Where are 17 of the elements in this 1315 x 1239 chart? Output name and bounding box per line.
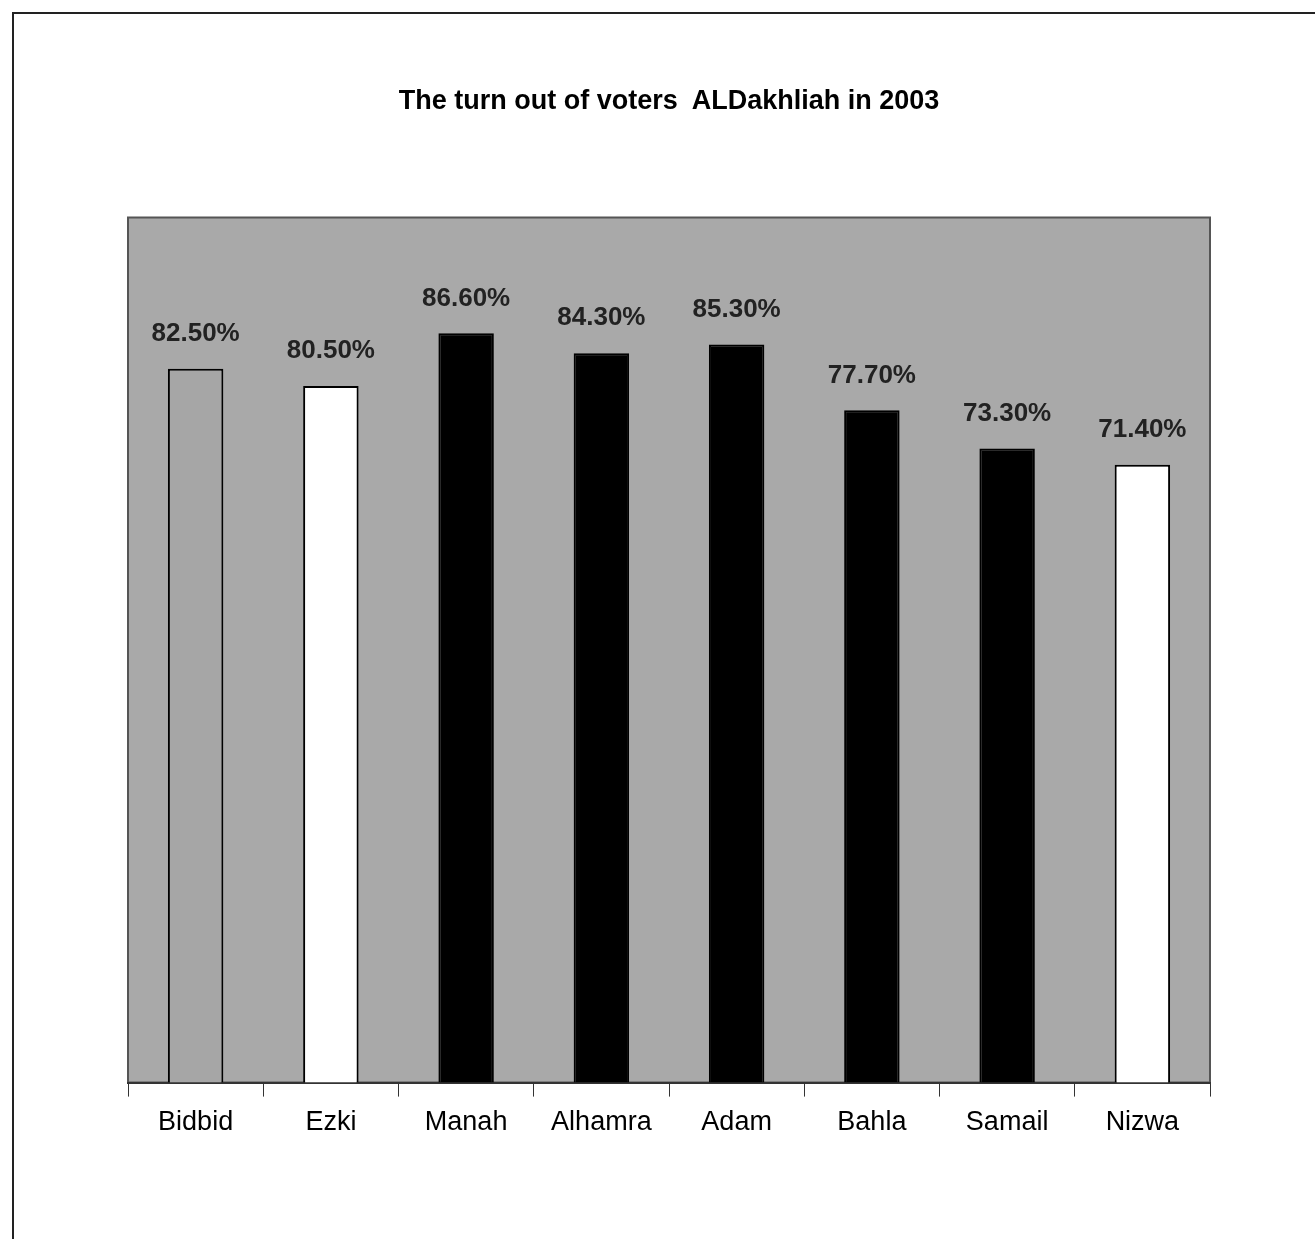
data-label: 85.30% xyxy=(692,292,781,323)
x-tick-label: Bahla xyxy=(837,1106,908,1137)
x-tick-label: Manah xyxy=(424,1106,508,1137)
data-label: 80.50% xyxy=(286,334,375,365)
x-tick-label: Alhamra xyxy=(551,1106,653,1137)
chart-title: The turn out of voters ALDakhliah in 2003 xyxy=(398,84,940,115)
x-tick-label: Ezki xyxy=(305,1106,357,1137)
data-label: 71.40% xyxy=(1098,413,1187,444)
x-tick-label: Adam xyxy=(701,1106,772,1137)
x-tick-label: Nizwa xyxy=(1105,1106,1181,1137)
x-tick-label: Bidbid xyxy=(158,1106,234,1137)
data-label: 84.30% xyxy=(557,301,646,332)
data-label: 77.70% xyxy=(827,358,916,389)
data-label: 73.30% xyxy=(963,396,1052,427)
data-label: 82.50% xyxy=(151,316,240,347)
x-tick-label: Samail xyxy=(965,1106,1049,1137)
data-label: 86.60% xyxy=(422,281,511,312)
